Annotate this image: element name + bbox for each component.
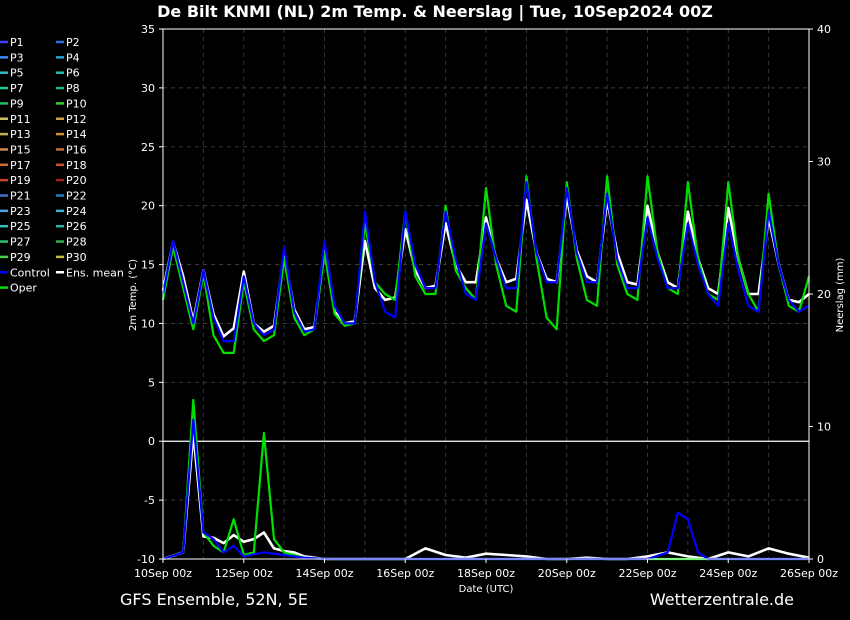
legend-label-oper: Oper (10, 282, 37, 295)
x-axis-label: Date (UTC) (459, 584, 514, 595)
tick-label-x: 10Sep 00z (134, 567, 192, 580)
tick-label-x: 18Sep 00z (457, 567, 515, 580)
tick-label-left: 15 (141, 259, 155, 272)
legend-label-p10: P10 (66, 97, 87, 110)
legend-label-p4: P4 (66, 51, 80, 64)
legend-label-p22: P22 (66, 190, 87, 203)
tick-label-left: 0 (148, 435, 155, 448)
legend-label-p5: P5 (10, 67, 24, 80)
tick-label-x: 14Sep 00z (296, 567, 354, 580)
y-axis-left-label: 2m Temp. (°C) (128, 259, 139, 331)
legend-label-p12: P12 (66, 113, 87, 126)
tick-label-left: 10 (141, 317, 155, 330)
legend-label-p21: P21 (10, 190, 31, 203)
legend-label-p19: P19 (10, 174, 31, 187)
temp-line-control (161, 181, 810, 343)
legend-label-p29: P29 (10, 251, 31, 264)
legend-label-p15: P15 (10, 143, 31, 156)
legend-label-p1: P1 (10, 36, 24, 49)
legend-label-p16: P16 (66, 143, 87, 156)
footer-site: Wetterzentrale.de (650, 590, 794, 609)
tick-label-left: 30 (141, 82, 155, 95)
tick-label-x: 16Sep 00z (376, 567, 434, 580)
legend-label-p3: P3 (10, 51, 24, 64)
legend-label-p24: P24 (66, 205, 87, 218)
legend-label-p26: P26 (66, 220, 87, 233)
tick-label-x: 26Sep 00z (780, 567, 838, 580)
legend-label-p8: P8 (66, 82, 80, 95)
legend-label-p6: P6 (66, 67, 80, 80)
tick-label-left: 5 (148, 376, 155, 389)
tick-label-right: 0 (817, 553, 824, 566)
tick-label-x: 22Sep 00z (619, 567, 677, 580)
tick-label-left: 25 (141, 141, 155, 154)
legend-label-p7: P7 (10, 82, 24, 95)
temp-line-oper (161, 175, 811, 354)
tick-label-right: 10 (817, 421, 831, 434)
legend-label-p14: P14 (66, 128, 87, 141)
tick-label-left: -5 (144, 494, 155, 507)
chart-title: De Bilt KNMI (NL) 2m Temp. & Neerslag | … (157, 2, 713, 22)
legend-label-p23: P23 (10, 205, 31, 218)
legend: P1 P2 P3 P4 P5 P6 P7 P8 P9 P10 P11 P12 P13 P14 P15 P16 P… (0, 36, 124, 295)
tick-label-x: 20Sep 00z (538, 567, 596, 580)
tick-label-x: 12Sep 00z (215, 567, 273, 580)
legend-label-control: Control (10, 266, 50, 279)
precip-line-ens-mean (162, 431, 810, 561)
tick-label-right: 40 (817, 23, 831, 36)
legend-label-p18: P18 (66, 159, 87, 172)
tick-label-left: 35 (141, 23, 155, 36)
legend-label-p2: P2 (66, 36, 80, 49)
legend-label-p30: P30 (66, 251, 87, 264)
y-axis-right-label: Neerslag (mm) (835, 257, 846, 332)
tick-label-x: 24Sep 00z (699, 567, 757, 580)
legend-label-p28: P28 (66, 236, 87, 249)
tick-label-right: 20 (817, 288, 831, 301)
legend-label-p13: P13 (10, 128, 31, 141)
legend-label-p27: P27 (10, 236, 31, 249)
footer-source: GFS Ensemble, 52N, 5E (120, 590, 308, 609)
legend-label-ens-mean: Ens. mean (66, 266, 124, 279)
legend-label-p25: P25 (10, 220, 31, 233)
tick-label-right: 30 (817, 156, 831, 169)
tick-label-left: -10 (137, 553, 155, 566)
axes: -10 -5 0 5 10 15 20 25 30 35 0 10 20 30 40 10Sep 00z 12S… (134, 23, 838, 580)
legend-label-p17: P17 (10, 159, 31, 172)
legend-label-p11: P11 (10, 113, 31, 126)
legend-label-p9: P9 (10, 97, 24, 110)
legend-label-p20: P20 (66, 174, 87, 187)
tick-label-left: 20 (141, 200, 155, 213)
